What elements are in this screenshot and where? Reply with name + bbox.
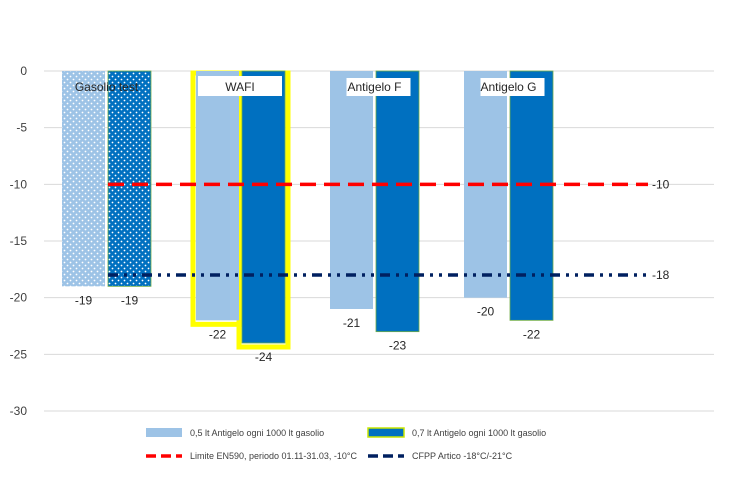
category-label-box: [198, 76, 282, 96]
bar-wafi-series-2: [241, 70, 286, 344]
legend-swatch-1: [146, 428, 182, 437]
bar-antigelo-g-series-2: [509, 70, 554, 321]
y-axis: 0 -5 -10 -15 -20 -25 -30: [10, 64, 28, 418]
legend-swatch-2: [367, 427, 405, 438]
y-tick-label: -10: [10, 177, 28, 191]
category-label: Antigelo F: [347, 80, 401, 94]
bar-wafi-series-1: [196, 71, 239, 321]
y-tick-label: -20: [10, 291, 28, 305]
legend-label: Limite EN590, periodo 01.11-31.03, -10°C: [190, 451, 358, 461]
category-label-box: [480, 78, 545, 96]
reference-line-label: -18: [652, 268, 670, 282]
legend-label: 0,7 lt Antigelo ogni 1000 lt gasolio: [412, 428, 546, 438]
bar-antigelo-f-series-1: [330, 71, 373, 309]
data-label: -21: [343, 316, 361, 330]
reference-lines: -10 -18: [108, 177, 670, 282]
data-labels: -19 -19 -22 -24 -21 -23 -20 -22: [75, 293, 541, 364]
bar-gasolio-test-series-2: [107, 70, 152, 287]
data-label: -20: [477, 305, 495, 319]
y-tick-label: -30: [10, 404, 28, 418]
category-label-box: [346, 78, 411, 96]
y-tick-label: 0: [20, 64, 27, 78]
legend-label: CFPP Artico -18°C/-21°C: [412, 451, 513, 461]
y-tick-label: -15: [10, 234, 28, 248]
legend-label: 0,5 lt Antigelo ogni 1000 lt gasolio: [190, 428, 324, 438]
data-label: -22: [209, 327, 227, 341]
data-label: -22: [523, 327, 541, 341]
reference-line-label: -10: [652, 177, 670, 191]
category-label: Gasolio test: [75, 80, 139, 94]
y-tick-label: -25: [10, 347, 28, 361]
bars: [62, 70, 554, 344]
bar-antigelo-f-series-2: [375, 70, 420, 333]
data-label: -19: [121, 293, 139, 307]
category-labels: Gasolio test WAFI Antigelo F Antigelo G: [75, 76, 545, 96]
legend: 0,5 lt Antigelo ogni 1000 lt gasolio 0,7 …: [146, 427, 546, 461]
data-label: -24: [255, 350, 273, 364]
category-label: WAFI: [225, 80, 255, 94]
data-label: -23: [389, 339, 407, 353]
category-label: Antigelo G: [480, 80, 536, 94]
data-label: -19: [75, 293, 93, 307]
y-tick-label: -5: [16, 121, 27, 135]
bar-gasolio-test-series-1: [62, 71, 105, 287]
